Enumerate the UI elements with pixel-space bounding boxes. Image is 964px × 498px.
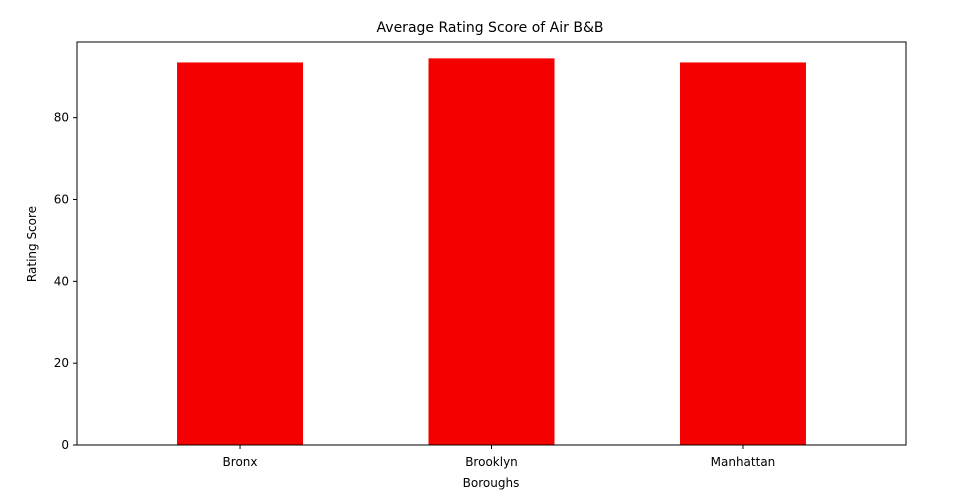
y-tick-label: 0 [61,438,69,452]
x-tick-label: Manhattan [711,455,776,469]
y-axis-ticks: 0 20 40 60 80 [54,111,77,452]
x-tick-label: Brooklyn [465,455,518,469]
chart-title: Average Rating Score of Air B&B [377,20,604,36]
bar-brooklyn [428,58,555,446]
y-axis-label: Rating Score [25,206,39,282]
bar-bronx [177,62,304,446]
y-tick-label: 80 [54,111,69,125]
x-tick-label: Bronx [223,455,258,469]
x-axis-label: Boroughs [463,476,520,490]
y-tick-label: 40 [54,274,69,288]
bars-group [177,58,806,446]
y-tick-label: 20 [54,356,69,370]
x-axis-ticks: Bronx Brooklyn Manhattan [223,445,776,469]
bar-manhattan [679,62,806,446]
y-tick-label: 60 [54,193,69,207]
